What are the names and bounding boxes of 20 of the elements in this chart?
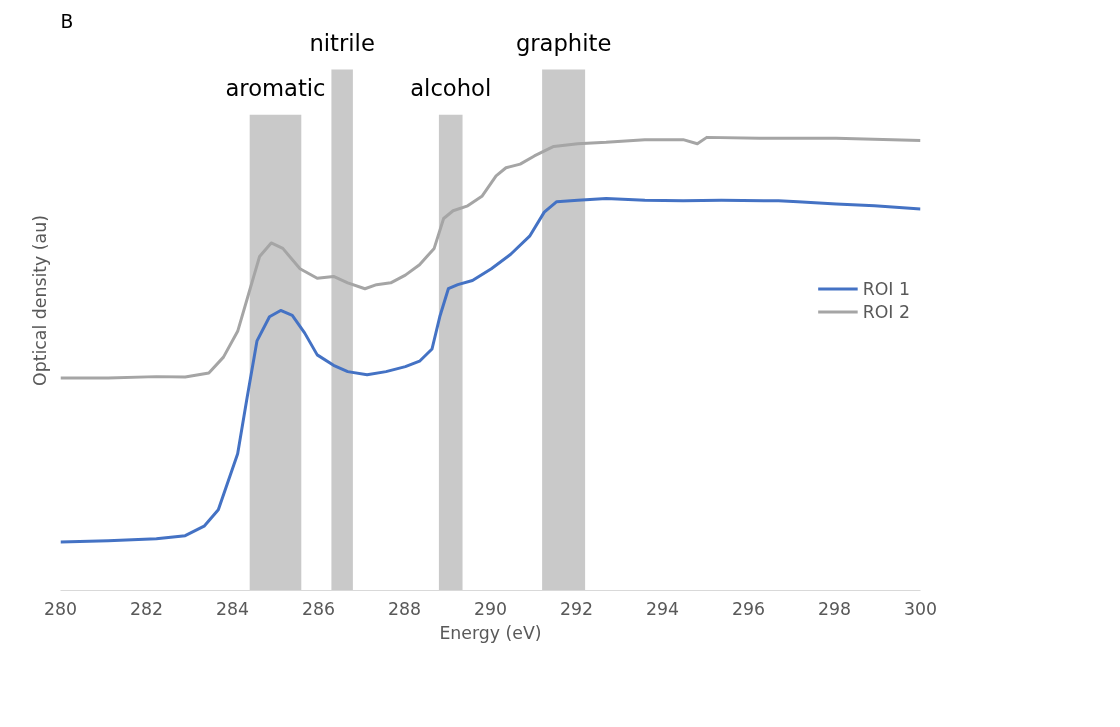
band-label: aromatic [225, 75, 326, 102]
x-tick-label: 286 [301, 598, 336, 619]
x-tick-label: 298 [817, 598, 852, 619]
x-tick-label: 290 [473, 598, 508, 619]
x-axis-title: Energy (eV) [439, 622, 542, 643]
band-label: nitrile [309, 29, 375, 56]
x-tick-label: 280 [43, 598, 78, 619]
y-axis-title: Optical density (au) [29, 215, 50, 386]
x-tick-label: 288 [387, 598, 422, 619]
legend-label: ROI 1 [862, 278, 910, 299]
x-tick-label: 282 [129, 598, 164, 619]
text: B [60, 10, 74, 32]
x-tick-label: 292 [559, 598, 594, 619]
band-label: alcohol [410, 75, 492, 102]
x-tick-label: 296 [731, 598, 766, 619]
legend-label: ROI 2 [862, 301, 910, 322]
band-label: graphite [515, 29, 612, 56]
x-tick-label: 294 [645, 598, 680, 619]
x-tick-label: 300 [903, 598, 938, 619]
x-tick-label: 284 [215, 598, 250, 619]
